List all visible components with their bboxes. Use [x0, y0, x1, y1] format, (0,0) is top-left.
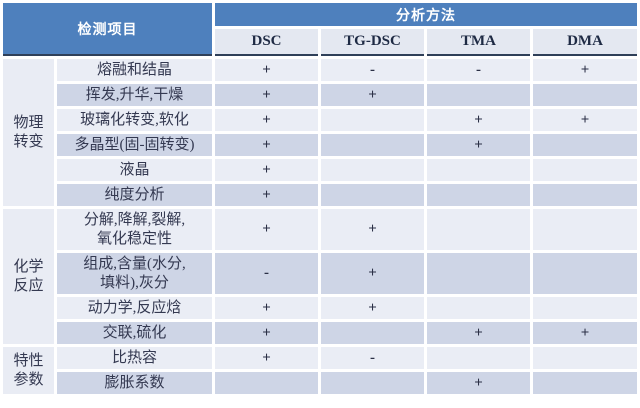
value-cell-dma — [533, 253, 637, 294]
value-cell-dma — [533, 372, 637, 394]
value-cell-dma — [533, 159, 637, 181]
value-cell-tma — [427, 297, 530, 319]
table-row: 动力学,反应焓 + + — [3, 297, 637, 319]
item-label: 液晶 — [57, 159, 212, 181]
value-cell-tma: + — [427, 372, 530, 394]
value-cell-tma — [427, 209, 530, 250]
value-cell-dsc: + — [215, 159, 318, 181]
value-cell-dma: + — [533, 109, 637, 131]
value-cell-dsc: - — [215, 253, 318, 294]
table-row: 化学 反应 分解,降解,裂解, 氧化稳定性 + + — [3, 209, 637, 344]
value-cell-tgdsc: - — [321, 347, 424, 369]
value-cell-tgdsc: + — [321, 297, 424, 319]
table-row: 挥发,升华,干燥 + + — [3, 84, 637, 106]
value-cell-dsc: + — [215, 134, 318, 156]
value-cell-dsc: + — [215, 297, 318, 319]
value-cell-dsc — [215, 372, 318, 394]
value-cell-dsc: + — [215, 322, 318, 344]
method-column-header-dma: DMA — [533, 29, 637, 56]
value-cell-tma — [427, 253, 530, 294]
value-cell-dsc: + — [215, 184, 318, 206]
value-cell-tma — [427, 184, 530, 206]
value-cell-dma — [533, 209, 637, 250]
value-cell-tma: + — [427, 134, 530, 156]
table-row: 膨胀系数 + — [3, 372, 637, 394]
value-cell-tgdsc — [321, 184, 424, 206]
value-cell-dsc: + — [215, 209, 318, 250]
value-cell-tgdsc — [321, 159, 424, 181]
table-row: 组成,含量(水分, 填料),灰分 - + — [3, 253, 637, 294]
method-column-header-tgdsc: TG-DSC — [321, 29, 424, 56]
row-dimension-header: 检测项目 — [3, 3, 212, 56]
value-cell-tgdsc — [321, 322, 424, 344]
item-label: 挥发,升华,干燥 — [57, 84, 212, 106]
thermal-analysis-table: 检测项目 分析方法 DSC TG-DSC TMA DMA 物理 转变 熔融和结晶… — [3, 3, 637, 394]
item-label: 玻璃化转变,软化 — [57, 109, 212, 131]
value-cell-tgdsc — [321, 372, 424, 394]
value-cell-tgdsc — [321, 134, 424, 156]
value-cell-dsc: + — [215, 84, 318, 106]
value-cell-dma — [533, 184, 637, 206]
value-cell-tma — [427, 84, 530, 106]
item-label: 熔融和结晶 — [57, 59, 212, 81]
header-row-1: 检测项目 分析方法 — [3, 3, 637, 56]
value-cell-dma: + — [533, 322, 637, 344]
item-label: 多晶型(固-固转变) — [57, 134, 212, 156]
item-label: 比热容 — [57, 347, 212, 369]
value-cell-dsc: + — [215, 109, 318, 131]
group-label-characteristic-parameters: 特性 参数 — [3, 347, 54, 394]
value-cell-dma — [533, 134, 637, 156]
item-label: 纯度分析 — [57, 184, 212, 206]
value-cell-tma: + — [427, 109, 530, 131]
value-cell-tgdsc: + — [321, 84, 424, 106]
table-row: 物理 转变 熔融和结晶 + - - + — [3, 59, 637, 206]
table-row: 特性 参数 比热容 + - — [3, 347, 637, 394]
value-cell-tgdsc — [321, 109, 424, 131]
value-cell-tma: + — [427, 322, 530, 344]
item-label: 分解,降解,裂解, 氧化稳定性 — [57, 209, 212, 250]
method-column-header-tma: TMA — [427, 29, 530, 56]
value-cell-dsc: + — [215, 59, 318, 81]
group-label-chemical-reactions: 化学 反应 — [3, 209, 54, 344]
table-row: 交联,硫化 + + + — [3, 322, 637, 344]
table-row: 多晶型(固-固转变) + + — [3, 134, 637, 156]
header-row-2: DSC TG-DSC TMA DMA — [3, 29, 637, 56]
value-cell-dma — [533, 347, 637, 369]
value-cell-dma — [533, 297, 637, 319]
column-dimension-header: 分析方法 — [215, 3, 637, 26]
value-cell-tma: - — [427, 59, 530, 81]
value-cell-tgdsc: + — [321, 253, 424, 294]
item-label: 组成,含量(水分, 填料),灰分 — [57, 253, 212, 294]
group-label-physical-transitions: 物理 转变 — [3, 59, 54, 206]
item-label: 动力学,反应焓 — [57, 297, 212, 319]
method-column-header-dsc: DSC — [215, 29, 318, 56]
table-row: 纯度分析 + — [3, 184, 637, 206]
value-cell-tma — [427, 347, 530, 369]
value-cell-dma — [533, 84, 637, 106]
table-row: 液晶 + — [3, 159, 637, 181]
item-label: 交联,硫化 — [57, 322, 212, 344]
item-label: 膨胀系数 — [57, 372, 212, 394]
table-row: 玻璃化转变,软化 + + + — [3, 109, 637, 131]
value-cell-tgdsc: - — [321, 59, 424, 81]
value-cell-dma: + — [533, 59, 637, 81]
value-cell-tma — [427, 159, 530, 181]
value-cell-tgdsc: + — [321, 209, 424, 250]
value-cell-dsc: + — [215, 347, 318, 369]
